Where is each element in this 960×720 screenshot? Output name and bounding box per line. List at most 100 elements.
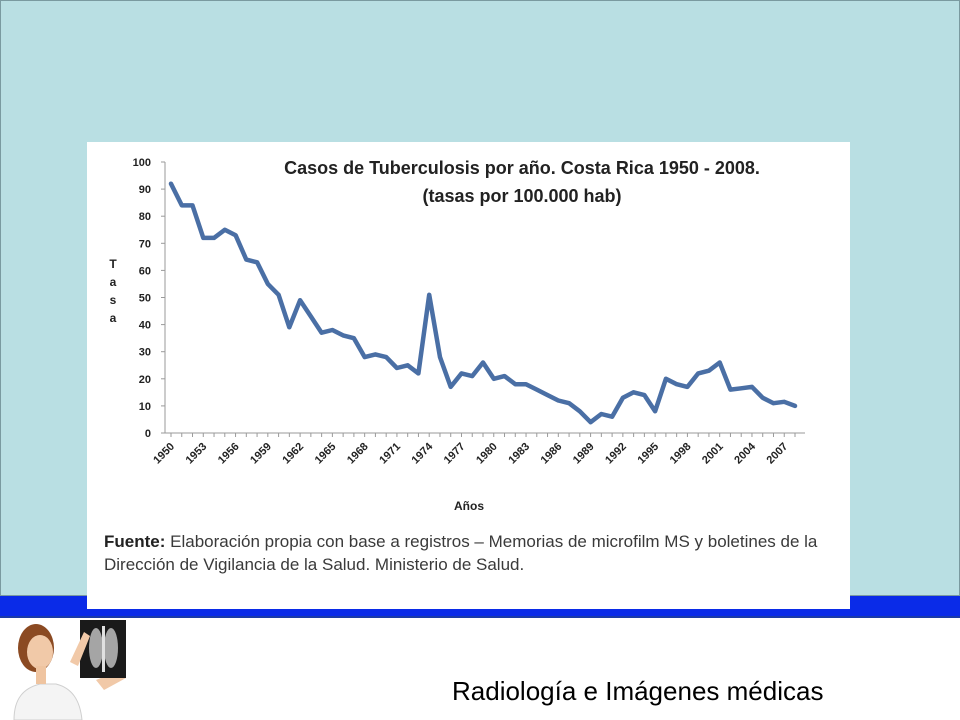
data-point <box>610 415 614 419</box>
data-point <box>707 369 711 373</box>
x-tick-label: 1965 <box>313 441 339 467</box>
data-point <box>728 388 732 392</box>
tb-rate-line <box>168 181 798 425</box>
data-point <box>782 400 786 404</box>
data-point <box>363 355 367 359</box>
data-point <box>546 393 550 397</box>
data-point <box>234 233 238 237</box>
data-point <box>567 401 571 405</box>
x-tick-label: 1995 <box>635 441 661 467</box>
x-tick-label: 1998 <box>668 441 694 467</box>
data-point <box>696 371 700 375</box>
data-point <box>470 374 474 378</box>
data-point <box>653 409 657 413</box>
data-point <box>191 203 194 207</box>
source-text: Elaboración propia con base a registros … <box>104 532 818 574</box>
data-point <box>772 401 775 405</box>
source-note: Fuente: Elaboración propia con base a re… <box>104 530 824 576</box>
data-point <box>556 399 560 402</box>
data-point <box>352 336 356 340</box>
chart-title-line1: Casos de Tuberculosis por año. Costa Ric… <box>284 158 760 178</box>
data-point <box>492 377 496 381</box>
x-tick-label: 1968 <box>345 441 371 467</box>
data-point <box>621 396 625 400</box>
x-tick-label: 1974 <box>410 440 436 466</box>
data-point <box>341 333 345 337</box>
data-point <box>320 331 324 335</box>
chart-title: Casos de Tuberculosis por año. Costa Ric… <box>237 154 807 210</box>
x-tick-label: 2007 <box>765 441 791 467</box>
footer-caption: Radiología e Imágenes médicas <box>452 676 824 706</box>
y-tick-label: 0 <box>145 428 151 440</box>
data-point <box>761 396 765 400</box>
x-tick-label: 1992 <box>603 441 629 467</box>
data-point <box>201 236 205 240</box>
y-tick-label: 10 <box>139 401 151 413</box>
data-point <box>223 228 227 232</box>
data-point <box>255 260 259 264</box>
chart-card: 0 10 20 30 40 50 60 70 80 90 100 1950 1953 1956 1959 19… <box>87 142 850 609</box>
data-point <box>664 377 668 381</box>
y-tick-label: 20 <box>139 374 151 386</box>
y-axis-label-letter: a <box>109 311 117 325</box>
data-point <box>718 361 722 364</box>
data-point <box>384 355 388 359</box>
data-point <box>416 371 420 375</box>
y-tick-label: 40 <box>139 320 151 332</box>
x-tick-label: 1971 <box>377 441 403 467</box>
doctor-xray-illustration <box>13 620 126 720</box>
data-point <box>449 385 453 389</box>
x-tick-label: 2001 <box>700 441 726 467</box>
data-point <box>685 385 689 389</box>
data-point <box>750 385 754 389</box>
data-point <box>481 361 485 364</box>
y-axis-label-letter: a <box>109 275 117 289</box>
data-point <box>169 182 173 186</box>
data-point <box>373 352 377 356</box>
data-point <box>524 382 528 386</box>
data-point <box>212 236 216 240</box>
y-tick-label: 100 <box>133 157 151 169</box>
data-point <box>330 328 334 332</box>
data-point <box>503 374 506 378</box>
x-tick-label: 1989 <box>571 441 597 467</box>
y-axis-label-letter: T <box>109 257 117 271</box>
chart-series <box>168 181 798 425</box>
data-point <box>406 363 410 367</box>
y-tick-label: 90 <box>139 184 151 196</box>
data-point <box>589 420 593 424</box>
x-tick-label: 1962 <box>280 441 306 467</box>
data-point <box>793 404 797 408</box>
data-point <box>632 390 636 394</box>
band-divider <box>0 616 960 618</box>
data-point <box>427 293 431 297</box>
data-point <box>460 371 463 375</box>
chart-title-line2: (tasas por 100.000 hab) <box>422 186 622 206</box>
x-axis-label: Años <box>454 499 484 513</box>
data-point <box>180 203 184 207</box>
x-tick-label: 1977 <box>442 441 468 467</box>
data-point <box>599 412 603 416</box>
y-tick-label: 30 <box>139 347 151 359</box>
data-point <box>244 258 248 262</box>
data-point <box>287 325 291 329</box>
data-point <box>266 282 270 286</box>
y-tick-label: 50 <box>139 293 151 305</box>
x-tick-label: 1950 <box>151 441 177 467</box>
source-label: Fuente: <box>104 532 166 551</box>
y-tick-label: 60 <box>139 265 151 277</box>
x-tick-label: 1983 <box>506 441 532 467</box>
x-tick-label: 1953 <box>184 441 210 467</box>
data-point <box>739 386 743 390</box>
data-point <box>535 388 539 392</box>
data-point <box>513 382 517 386</box>
data-point <box>675 382 679 386</box>
data-point <box>395 366 399 370</box>
data-point <box>642 393 646 397</box>
y-axis-label-letter: s <box>109 293 117 307</box>
data-point <box>438 355 442 359</box>
data-point <box>277 293 281 297</box>
x-tick-label: 2004 <box>732 440 758 466</box>
